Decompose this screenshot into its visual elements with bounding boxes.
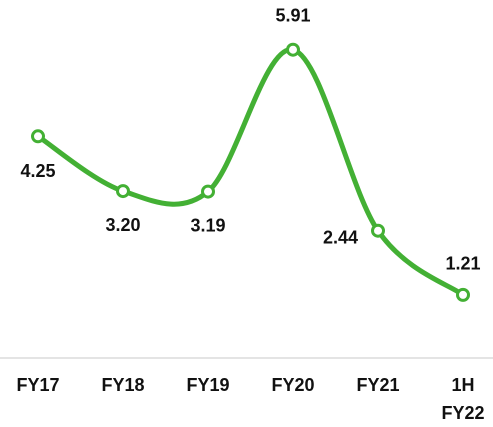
x-tick-label: 1H FY22 [441, 375, 484, 423]
point-marker [31, 129, 45, 144]
point-marker [116, 184, 130, 199]
x-tick-label: FY21 [356, 375, 399, 395]
point-marker [286, 42, 300, 57]
x-tick-label: FY20 [271, 375, 314, 395]
x-tick-label: FY17 [16, 375, 59, 395]
data-label: 2.44 [323, 227, 358, 247]
x-tick-label: FY18 [101, 375, 144, 395]
point-marker [371, 223, 385, 238]
point-marker [456, 287, 470, 302]
point-marker [201, 184, 215, 199]
line [35, 47, 466, 298]
data-label: 4.25 [20, 161, 55, 181]
data-label: 3.20 [105, 215, 140, 235]
data-label: 3.19 [190, 215, 225, 235]
data-label: 1.21 [445, 254, 480, 274]
x-tick-label: FY19 [186, 375, 229, 395]
data-label: 5.91 [275, 5, 310, 25]
